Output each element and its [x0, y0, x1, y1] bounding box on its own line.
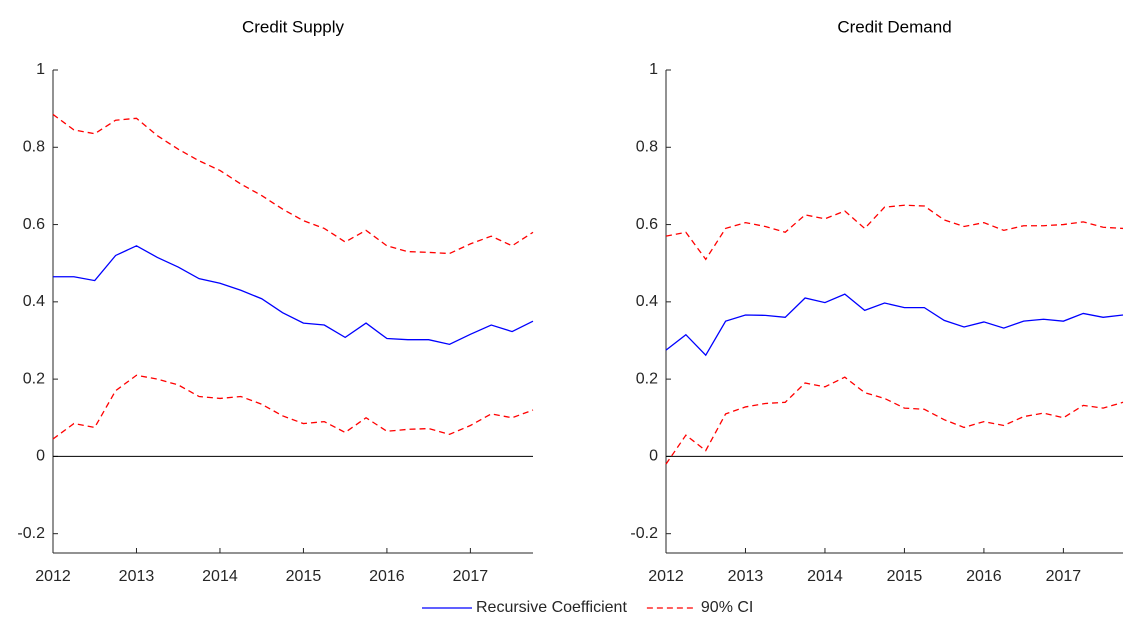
y-tick-label: -0.2: [17, 525, 45, 542]
y-tick-label: 0.6: [23, 216, 45, 233]
chart-title: Credit Demand: [837, 17, 951, 36]
y-tick-label: 0: [649, 448, 658, 465]
x-tick-label: 2014: [202, 568, 238, 585]
y-tick-label: 0.2: [23, 370, 45, 387]
series-line: [665, 204, 1124, 261]
x-tick-label: 2016: [966, 568, 1002, 585]
series-line: [53, 245, 534, 346]
series-line: [52, 113, 534, 255]
y-tick-label: 1: [36, 61, 45, 78]
x-tick-label: 2015: [286, 568, 322, 585]
series-line: [665, 376, 1124, 465]
x-tick-label: 2014: [807, 568, 843, 585]
series-line: [52, 374, 534, 440]
y-tick-label: 0.8: [23, 138, 45, 155]
series-line: [665, 293, 1124, 357]
x-tick-label: 2017: [453, 568, 489, 585]
x-tick-label: 2015: [887, 568, 923, 585]
chart-title: Credit Supply: [242, 17, 345, 36]
y-tick-label: -0.2: [630, 525, 658, 542]
x-tick-label: 2012: [648, 568, 684, 585]
y-tick-label: 0: [36, 448, 45, 465]
y-tick-label: 0.6: [636, 216, 658, 233]
y-tick-label: 0.4: [23, 293, 45, 310]
x-tick-label: 2012: [35, 568, 71, 585]
y-tick-label: 0.2: [636, 370, 658, 387]
x-tick-label: 2017: [1046, 568, 1082, 585]
y-tick-label: 0.4: [636, 293, 658, 310]
y-tick-label: 0.8: [636, 138, 658, 155]
legend-label: Recursive Coefficient: [476, 599, 627, 616]
legend-label: 90% CI: [701, 599, 753, 616]
x-tick-label: 2016: [369, 568, 405, 585]
y-tick-label: 1: [649, 61, 658, 78]
x-tick-label: 2013: [728, 568, 764, 585]
x-tick-label: 2013: [119, 568, 155, 585]
